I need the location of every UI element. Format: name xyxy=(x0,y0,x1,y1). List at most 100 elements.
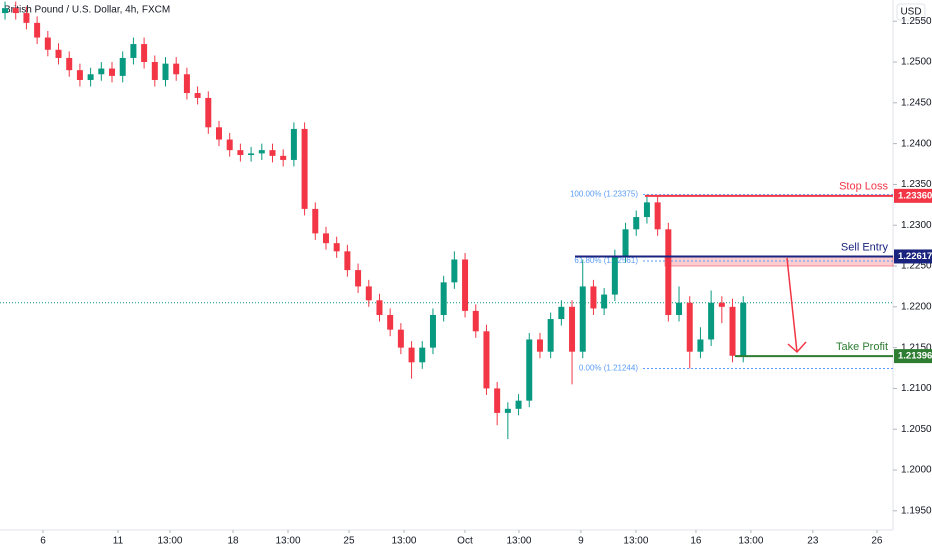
candle-body xyxy=(34,22,41,38)
candle-body xyxy=(173,63,180,75)
level-badge-label: 1.23360 xyxy=(898,190,932,201)
candle-body xyxy=(226,139,233,151)
candle-body xyxy=(643,202,650,218)
y-tick-label: 1.24500 xyxy=(901,97,932,108)
y-tick-label: 1.20000 xyxy=(901,465,932,476)
x-tick-label: 13:00 xyxy=(738,536,763,547)
candle-body xyxy=(536,339,543,352)
candle-body xyxy=(183,74,190,94)
candle-body xyxy=(98,68,105,75)
x-tick-label: 13:00 xyxy=(157,536,182,547)
candle-body xyxy=(365,286,372,301)
y-tick-label: 1.24000 xyxy=(901,138,932,149)
candle-body xyxy=(333,243,340,252)
x-tick-label: 25 xyxy=(343,536,355,547)
candle-body xyxy=(440,282,447,315)
candle-body xyxy=(601,294,608,309)
candle-body xyxy=(579,286,586,352)
candle-body xyxy=(301,128,308,209)
fib-label: 61.80% (1.22561) xyxy=(574,256,638,265)
fib-label: 100.00% (1.23375) xyxy=(570,190,638,199)
x-tick-label: 13:00 xyxy=(506,536,531,547)
level-name: Sell Entry xyxy=(841,241,889,253)
candle-body xyxy=(23,13,30,23)
candle-body xyxy=(483,331,490,389)
candle-body xyxy=(344,251,351,271)
currency-button[interactable] xyxy=(896,3,926,21)
x-tick-label: 23 xyxy=(807,536,819,547)
level-badge xyxy=(894,249,932,264)
arrow xyxy=(786,257,807,354)
y-tick-label: 1.22000 xyxy=(901,301,932,312)
currency-label: USD xyxy=(900,7,921,18)
candle-body xyxy=(2,8,9,14)
candle-body xyxy=(44,37,51,50)
x-tick-label: 11 xyxy=(113,536,124,547)
candle-body xyxy=(718,302,725,307)
level-badge-label: 1.21396 xyxy=(898,351,932,362)
candle-body xyxy=(312,208,319,234)
x-tick-label: 13:00 xyxy=(391,536,416,547)
candle-body xyxy=(387,314,394,330)
x-tick-label: Oct xyxy=(457,536,473,547)
candle-body xyxy=(504,408,511,413)
y-tick-label: 1.25000 xyxy=(901,57,932,68)
candle-body xyxy=(429,314,436,348)
level-name: Stop Loss xyxy=(839,181,888,193)
candle-body xyxy=(162,63,169,80)
candle-body xyxy=(141,44,148,63)
y-tick-label: 1.23000 xyxy=(901,220,932,231)
candle-body xyxy=(622,229,629,257)
candle-body xyxy=(55,49,62,58)
chart-title: British Pound / U.S. Dollar, 4h, FXCM xyxy=(4,5,170,16)
candle-body xyxy=(322,233,329,244)
candle-body xyxy=(740,302,747,356)
candle-body xyxy=(526,339,533,401)
candle-body xyxy=(376,300,383,315)
candle-body xyxy=(269,150,276,156)
candle-body xyxy=(397,329,404,348)
candle-body xyxy=(686,302,693,352)
y-tick-label: 1.21000 xyxy=(901,383,932,394)
candle-body xyxy=(633,217,640,230)
candle-body xyxy=(237,150,244,156)
x-tick-label: 13:00 xyxy=(623,536,648,547)
candle-body xyxy=(130,44,137,58)
y-tick-label: 1.25500 xyxy=(901,16,932,27)
level-badge-label: 1.22617 xyxy=(898,251,932,262)
candle-body xyxy=(119,57,126,76)
candle-body xyxy=(547,319,554,352)
candle-body xyxy=(462,259,469,311)
candle-body xyxy=(708,302,715,340)
x-tick-label: 13:00 xyxy=(275,536,300,547)
y-tick-label: 1.22500 xyxy=(901,261,932,272)
candle-body xyxy=(419,347,426,363)
candle-body xyxy=(151,62,158,80)
candle-body xyxy=(697,339,704,352)
candle-body xyxy=(248,153,255,156)
candle-body xyxy=(290,128,297,160)
x-tick-label: 6 xyxy=(40,536,46,547)
candle-body xyxy=(87,74,94,80)
candle-body xyxy=(590,286,597,309)
x-tick-label: 18 xyxy=(227,536,239,547)
candle-body xyxy=(729,306,736,356)
candle-body xyxy=(611,256,618,295)
y-tick-label: 1.23500 xyxy=(901,179,932,190)
level-badge xyxy=(894,349,932,364)
x-tick-label: 9 xyxy=(578,536,584,547)
candle-body xyxy=(76,70,83,80)
candle-body xyxy=(494,388,501,413)
x-tick-label: 26 xyxy=(871,536,883,547)
candle-body xyxy=(515,400,522,409)
candle-body xyxy=(654,202,661,230)
level-name: Take Profit xyxy=(836,341,888,353)
candle-body xyxy=(355,270,362,287)
candle-body xyxy=(665,229,672,315)
candle-body xyxy=(676,302,683,315)
level-badge xyxy=(894,188,932,203)
y-tick-label: 1.21500 xyxy=(901,342,932,353)
candle-body xyxy=(472,310,479,332)
candle-body xyxy=(205,97,212,128)
